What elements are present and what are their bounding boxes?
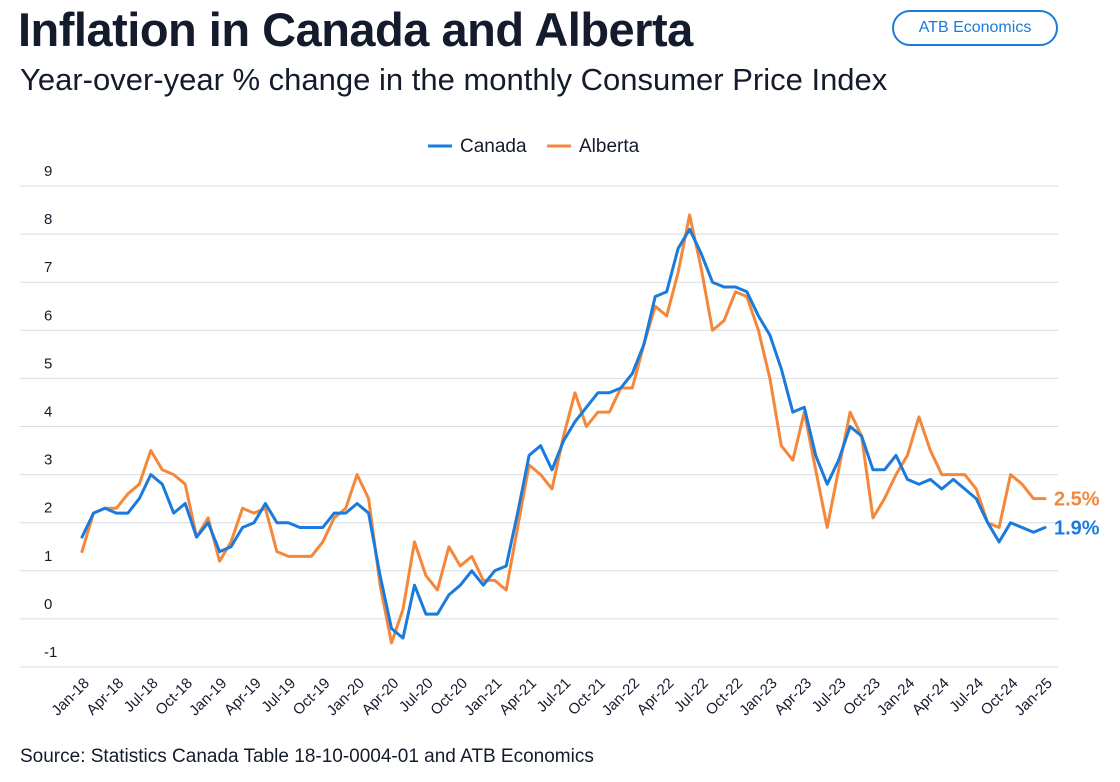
chart-title: Inflation in Canada and Alberta	[18, 3, 693, 56]
y-tick-label: 9	[44, 163, 52, 180]
chart-subtitle: Year-over-year % change in the monthly C…	[20, 62, 888, 97]
end-label-canada: 1.9%	[1054, 518, 1100, 540]
y-axis-ticks: -1 0 1 2 3 4 5 6 7 8 9	[44, 163, 57, 661]
x-tick-label: Apr-24	[909, 675, 953, 719]
y-tick-label: 4	[44, 404, 52, 421]
x-tick-label: Apr-20	[359, 675, 403, 719]
y-tick-label: 2	[44, 500, 52, 517]
x-tick-label: Jan-18	[48, 675, 92, 719]
end-label-alberta: 2.5%	[1054, 489, 1100, 511]
y-tick-label: 3	[44, 452, 52, 469]
brand-label: ATB Economics	[918, 19, 1032, 36]
series-line-alberta	[80, 213, 1047, 645]
x-tick-label: Jan-21	[461, 675, 505, 719]
y-tick-label: 1	[44, 548, 52, 565]
x-tick-label: Jan-19	[186, 675, 230, 719]
x-tick-label: Apr-18	[83, 675, 127, 719]
y-tick-label: 5	[44, 355, 52, 372]
x-tick-label: Jan-23	[736, 675, 780, 719]
end-labels: 1.9% 2.5%	[1054, 489, 1100, 540]
x-tick-label: Jan-20	[324, 675, 368, 719]
x-tick-label: Apr-22	[634, 675, 678, 719]
y-tick-label: 0	[44, 596, 52, 613]
series-lines	[80, 213, 1047, 645]
x-tick-label: Jan-22	[599, 675, 643, 719]
legend: Canada Alberta	[428, 136, 640, 157]
y-tick-label: 7	[44, 259, 52, 276]
y-tick-label: 6	[44, 307, 52, 324]
x-tick-label: Apr-23	[771, 675, 815, 719]
y-tick-label: 8	[44, 211, 52, 228]
legend-label-canada: Canada	[460, 136, 527, 157]
x-tick-label: Apr-19	[221, 675, 265, 719]
y-tick-label: -1	[44, 644, 57, 661]
x-tick-label: Jan-24	[874, 675, 918, 719]
x-tick-label: Jan-25	[1011, 675, 1055, 719]
legend-label-alberta: Alberta	[579, 136, 640, 157]
x-axis-ticks: Jan-18Apr-18Jul-18Oct-18Jan-19Apr-19Jul-…	[48, 675, 1055, 719]
gridlines	[20, 185, 1058, 668]
brand-badge: ATB Economics	[892, 10, 1058, 46]
series-line-canada	[80, 227, 1047, 640]
source-note: Source: Statistics Canada Table 18-10-00…	[20, 746, 594, 767]
x-tick-label: Apr-21	[496, 675, 540, 719]
